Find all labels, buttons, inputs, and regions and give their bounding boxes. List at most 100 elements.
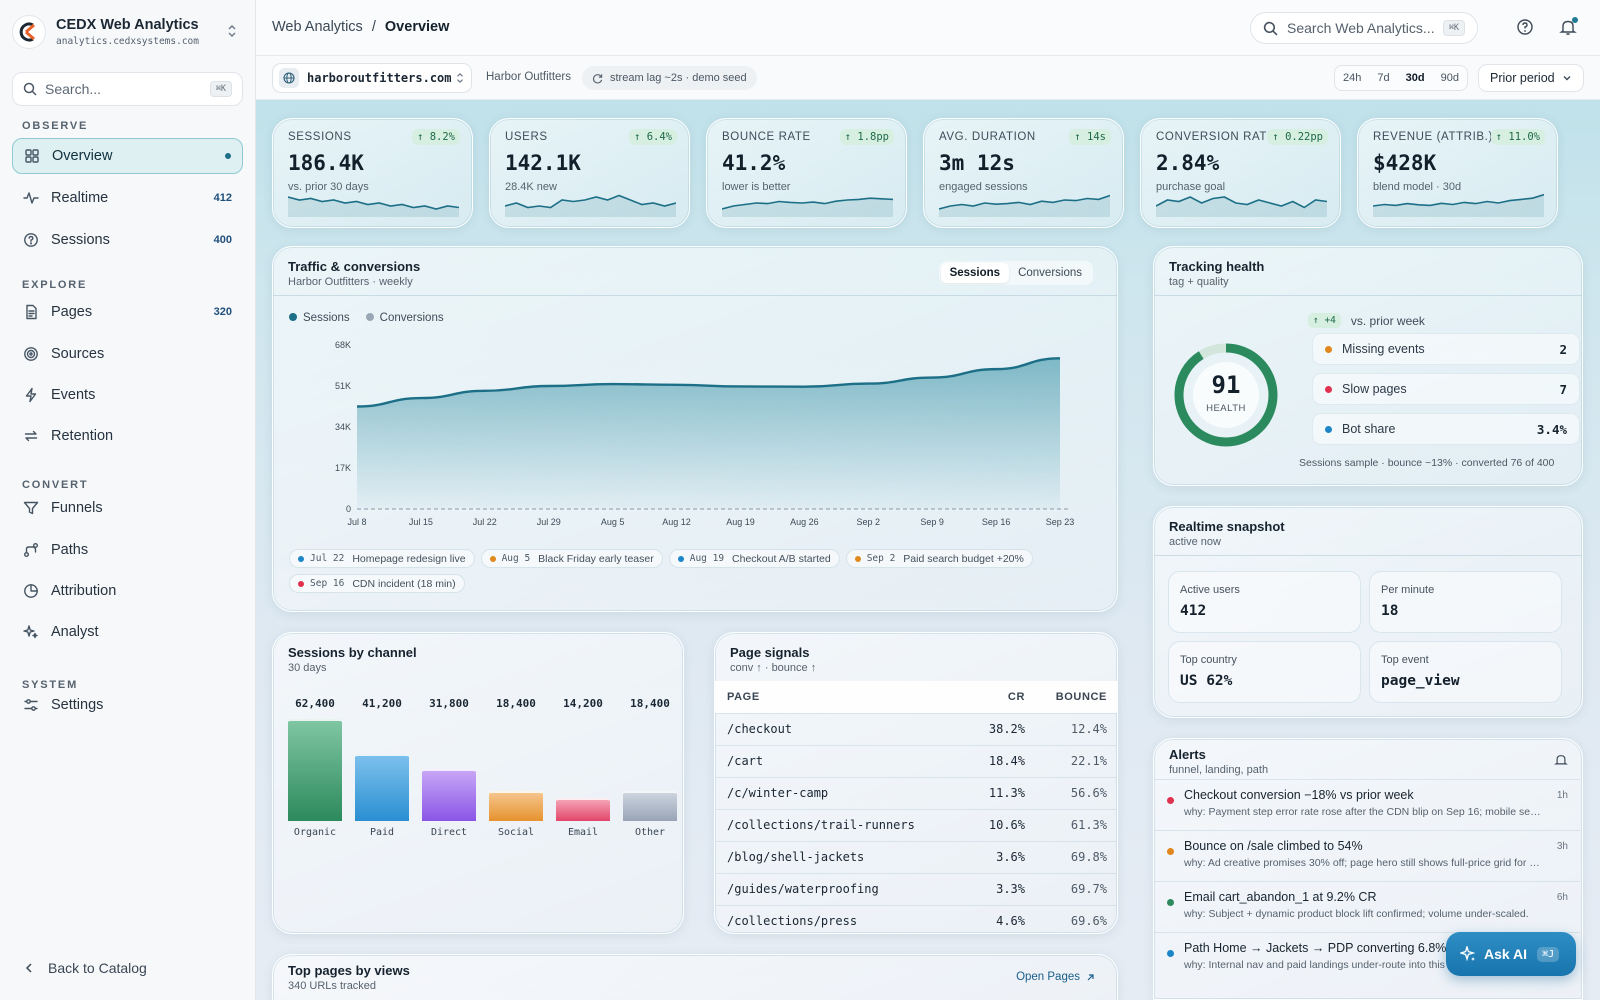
channel-bar-social[interactable] — [489, 791, 543, 821]
sidebar-item-sessions[interactable]: Sessions 400 — [12, 222, 243, 258]
channel-bar-paid[interactable] — [355, 754, 409, 821]
bell-icon[interactable] — [1554, 753, 1568, 767]
annotation-chip[interactable]: Aug 5 Black Friday early teaser — [480, 549, 663, 568]
sidebar-item-realtime[interactable]: Realtime 412 — [12, 180, 243, 216]
health-row-missing-events[interactable]: Missing events 2 — [1312, 333, 1580, 365]
divider — [1154, 295, 1582, 296]
app-switcher[interactable]: CEDX Web Analytics analytics.cedxsystems… — [12, 12, 244, 52]
sidebar-item-label: Analyst — [51, 624, 99, 640]
page-bounce: 61.3% — [1037, 808, 1117, 841]
health-row-slow-pages[interactable]: Slow pages 7 — [1312, 373, 1580, 405]
sidebar-search-placeholder: Search... — [45, 81, 102, 97]
kpi-label: BOUNCE RATE — [722, 131, 811, 143]
app-domain: analytics.cedxsystems.com — [56, 36, 199, 47]
sidebar-item-settings[interactable]: Settings — [12, 687, 243, 723]
health-footer: Sessions sample · bounce ~13% · converte… — [1299, 457, 1555, 469]
kpi-card-users[interactable]: USERS ↑ 6.4% 142.1K 28.4K new — [489, 118, 690, 228]
table-row[interactable]: /blog/shell-jackets 3.6% 69.8% — [715, 840, 1117, 873]
table-row[interactable]: /collections/press 4.6% 69.6% — [715, 904, 1117, 933]
x-tick-label: Sep 16 — [982, 517, 1011, 527]
table-row[interactable]: /cart 18.4% 22.1% — [715, 744, 1117, 777]
tab-conversions[interactable]: Conversions — [1018, 267, 1082, 279]
sidebar-item-overview[interactable]: Overview — [12, 138, 243, 174]
sidebar-search-input[interactable]: Search... ⌘K — [12, 72, 243, 106]
kpi-card-bounce-rate[interactable]: BOUNCE RATE ↑ 1.8pp 41.2% lower is better — [706, 118, 907, 228]
range-7d[interactable]: 7d — [1377, 72, 1390, 84]
annotation-date: Jul 22 — [310, 553, 345, 564]
health-subtitle: tag + quality — [1169, 276, 1229, 288]
alert-reason: why: Subject + dynamic product block lif… — [1184, 908, 1529, 920]
channel-bar-organic[interactable] — [288, 719, 342, 821]
legend-label: Sessions — [303, 312, 350, 324]
health-title: Tracking health — [1169, 259, 1265, 274]
x-tick-label: Sep 9 — [920, 517, 944, 527]
health-row-value: 7 — [1559, 381, 1567, 397]
kpi-card-revenue-attrib[interactable]: REVENUE (ATTRIB.) ↑ 11.0% $428K blend model… — [1357, 118, 1558, 228]
range-30d[interactable]: 30d — [1405, 72, 1425, 84]
annotation-chip[interactable]: Sep 16 CDN incident (18 min) — [289, 574, 465, 593]
kpi-card-avg-duration[interactable]: AVG. DURATION ↑ 14s 3m 12s engaged sessions — [923, 118, 1124, 228]
range-90d[interactable]: 90d — [1440, 72, 1459, 84]
channel-bar-direct[interactable] — [422, 769, 476, 821]
app-title: CEDX Web Analytics — [56, 17, 199, 33]
funnel-icon — [23, 500, 39, 516]
kpi-card-sessions[interactable]: SESSIONS ↑ 8.2% 186.4K vs. prior 30 days — [272, 118, 473, 228]
alert-item[interactable]: Bounce on /sale climbed to 54% why: Ad cr… — [1154, 830, 1580, 880]
alert-item[interactable]: Email cart_abandon_1 at 9.2% CR why: Subj… — [1154, 881, 1580, 931]
sidebar-item-events[interactable]: Events — [12, 377, 243, 413]
channels-title: Sessions by channel — [288, 645, 417, 660]
ask-ai-button[interactable]: Ask AI ⌘J — [1446, 932, 1576, 976]
back-to-catalog-link[interactable]: Back to Catalog — [22, 960, 147, 976]
global-search-input[interactable]: Search Web Analytics... ⌘K — [1250, 12, 1478, 44]
sidebar-item-retention[interactable]: Retention — [12, 418, 243, 454]
kpi-delta-badge: ↑ 6.4% — [629, 129, 677, 145]
kpi-value: 186.4K — [288, 151, 364, 175]
annotation-chip[interactable]: Sep 2 Paid search budget +20% — [845, 549, 1033, 568]
sidebar-item-attribution[interactable]: Attribution — [12, 573, 243, 609]
sparkline-area — [288, 197, 459, 217]
help-icon[interactable] — [1516, 18, 1534, 36]
range-24h[interactable]: 24h — [1343, 72, 1362, 84]
sidebar-item-funnels[interactable]: Funnels — [12, 490, 243, 526]
page-path: /checkout — [715, 712, 967, 745]
table-row[interactable]: /checkout 38.2% 12.4% — [715, 712, 1117, 745]
kpi-sparkline — [939, 194, 1110, 217]
annotation-chip[interactable]: Jul 22 Homepage redesign live — [289, 549, 475, 568]
tile-label: Active users — [1180, 584, 1240, 596]
page-cr: 4.6% — [967, 904, 1037, 933]
kpi-sparkline — [505, 194, 676, 217]
activity-icon — [23, 190, 39, 206]
col-cr[interactable]: CR — [967, 681, 1037, 713]
global-search-placeholder: Search Web Analytics... — [1287, 20, 1435, 36]
col-bounce[interactable]: BOUNCE — [1037, 681, 1117, 713]
breadcrumb-root[interactable]: Web Analytics — [272, 19, 363, 35]
col-page[interactable]: PAGE — [715, 681, 967, 713]
compare-period-dropdown[interactable]: Prior period — [1478, 64, 1584, 92]
realtime-tile-top-country: Top country US 62% — [1168, 641, 1361, 703]
table-row[interactable]: /collections/trail-runners 10.6% 61.3% — [715, 808, 1117, 841]
y-tick-label: 68K — [335, 340, 351, 350]
site-selector[interactable]: harboroutfitters.com — [272, 63, 472, 93]
stream-status-text: stream lag ~2s · demo seed — [610, 72, 747, 84]
kpi-card-conversion-rate[interactable]: CONVERSION RATE ↑ 0.22pp 2.84% purchase goa… — [1140, 118, 1341, 228]
sidebar-item-sources[interactable]: Sources — [12, 336, 243, 372]
open-pages-link[interactable]: Open Pages — [1016, 971, 1095, 983]
notifications-bell-icon[interactable] — [1559, 17, 1578, 36]
alert-item[interactable]: Path Home → Jackets → PDP converting 6.8… — [1154, 932, 1580, 982]
tracking-health-card: Tracking health tag + quality 91 HEALTH … — [1153, 246, 1583, 486]
channel-bar-email[interactable] — [556, 798, 610, 821]
sidebar-item-analyst[interactable]: Analyst — [12, 614, 243, 650]
tab-sessions[interactable]: Sessions — [940, 263, 1010, 283]
kpi-label: AVG. DURATION — [939, 131, 1036, 143]
table-row[interactable]: /c/winter-camp 11.3% 56.6% — [715, 776, 1117, 809]
page-bounce: 22.1% — [1037, 744, 1117, 777]
page-signals-title: Page signals — [730, 645, 810, 660]
alert-item[interactable]: Checkout conversion −18% vs prior week wh… — [1154, 779, 1580, 829]
health-row-bot-share[interactable]: Bot share 3.4% — [1312, 413, 1580, 445]
table-row[interactable]: /guides/waterproofing 3.3% 69.7% — [715, 872, 1117, 905]
sidebar-item-pages[interactable]: Pages 320 — [12, 294, 243, 330]
annotation-text: CDN incident (18 min) — [352, 577, 456, 590]
sidebar-item-paths[interactable]: Paths — [12, 532, 243, 568]
annotation-chip[interactable]: Aug 19 Checkout A/B started — [668, 549, 840, 568]
channel-bar-other[interactable] — [623, 791, 677, 821]
